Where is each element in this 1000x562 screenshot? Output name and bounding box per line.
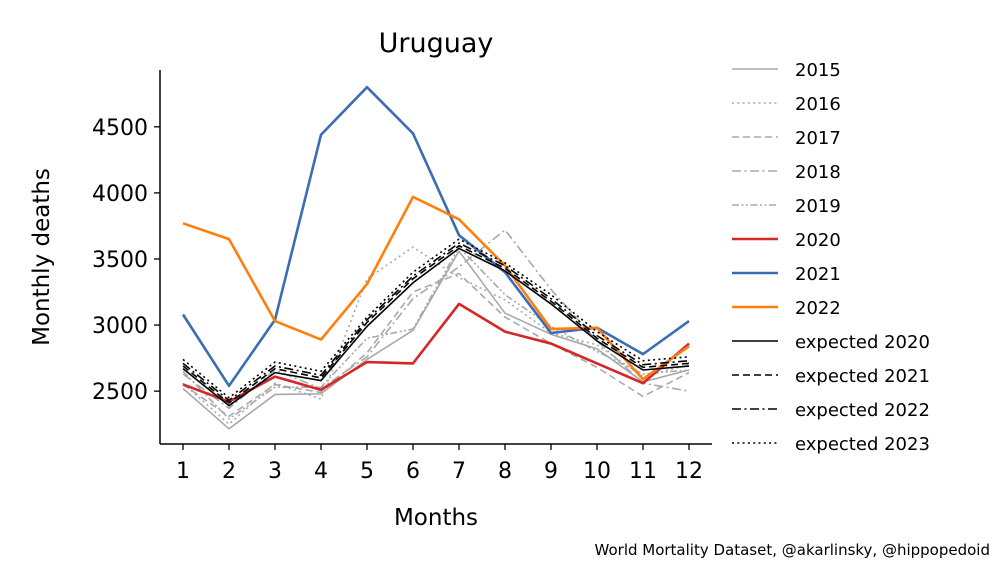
legend-label-expected-2023: expected 2023 <box>795 434 930 455</box>
x-axis-label: Months <box>394 505 478 531</box>
legend-label-expected-2020: expected 2020 <box>795 332 930 353</box>
legend-label-2017: 2017 <box>795 128 841 149</box>
series-line-2020 <box>182 302 690 404</box>
series-line-expected-2021 <box>182 244 690 404</box>
legend-label-2019: 2019 <box>795 196 841 217</box>
y-axis-label: Monthly deaths <box>29 168 55 346</box>
legend-label-2018: 2018 <box>795 162 841 183</box>
x-axis-ticks: 1 2 3 4 5 6 7 8 9 10 11 12 <box>176 444 703 484</box>
legend-label-expected-2021: expected 2021 <box>795 366 930 387</box>
x-tick-label: 9 <box>544 459 558 484</box>
x-tick-label: 5 <box>360 459 374 484</box>
x-tick-label: 7 <box>452 459 466 484</box>
x-tick-label: 1 <box>176 459 190 484</box>
legend-label-expected-2022: expected 2022 <box>795 400 930 421</box>
x-tick-label: 12 <box>675 459 703 484</box>
legend: 2015 2016 2017 2018 2019 2020 2021 2022 expected… <box>732 60 930 455</box>
x-tick-label: 3 <box>268 459 282 484</box>
x-tick-label: 6 <box>406 459 420 484</box>
series-line-expected-2022 <box>182 242 690 402</box>
x-tick-label: 2 <box>222 459 236 484</box>
legend-label-2016: 2016 <box>795 94 841 115</box>
y-tick-label: 4000 <box>92 182 148 207</box>
plot-area <box>181 85 690 430</box>
y-tick-label: 4500 <box>92 116 148 141</box>
y-tick-label: 3500 <box>92 248 148 273</box>
credit-text: World Mortality Dataset, @akarlinsky, @h… <box>595 541 990 559</box>
series-line-expected-2023 <box>182 238 690 399</box>
series-line-2021 <box>181 85 690 388</box>
y-tick-label: 2500 <box>92 380 148 405</box>
x-tick-label: 4 <box>314 459 328 484</box>
chart-title: Uruguay <box>379 28 494 59</box>
series-line-expected-2020 <box>182 247 690 407</box>
legend-label-2020: 2020 <box>795 230 841 251</box>
x-tick-label: 10 <box>583 459 611 484</box>
series-line-2018 <box>182 229 690 410</box>
series-line-2022 <box>182 195 690 381</box>
y-tick-label: 3000 <box>92 314 148 339</box>
legend-label-2015: 2015 <box>795 60 841 81</box>
x-tick-label: 11 <box>629 459 657 484</box>
y-axis-ticks: 2500 3000 3500 4000 4500 <box>92 116 160 405</box>
legend-label-2022: 2022 <box>795 298 841 319</box>
x-tick-label: 8 <box>498 459 512 484</box>
legend-label-2021: 2021 <box>795 264 841 285</box>
series-line-2015 <box>182 250 690 430</box>
series-line-2019 <box>182 246 690 420</box>
